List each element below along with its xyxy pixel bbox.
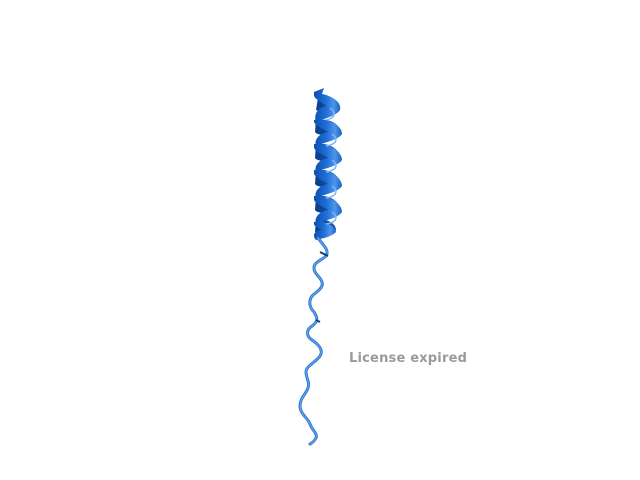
helix-ribbon[interactable] bbox=[314, 88, 342, 240]
license-expired-watermark: License expired bbox=[349, 351, 468, 366]
coil-loop[interactable] bbox=[298, 236, 329, 446]
